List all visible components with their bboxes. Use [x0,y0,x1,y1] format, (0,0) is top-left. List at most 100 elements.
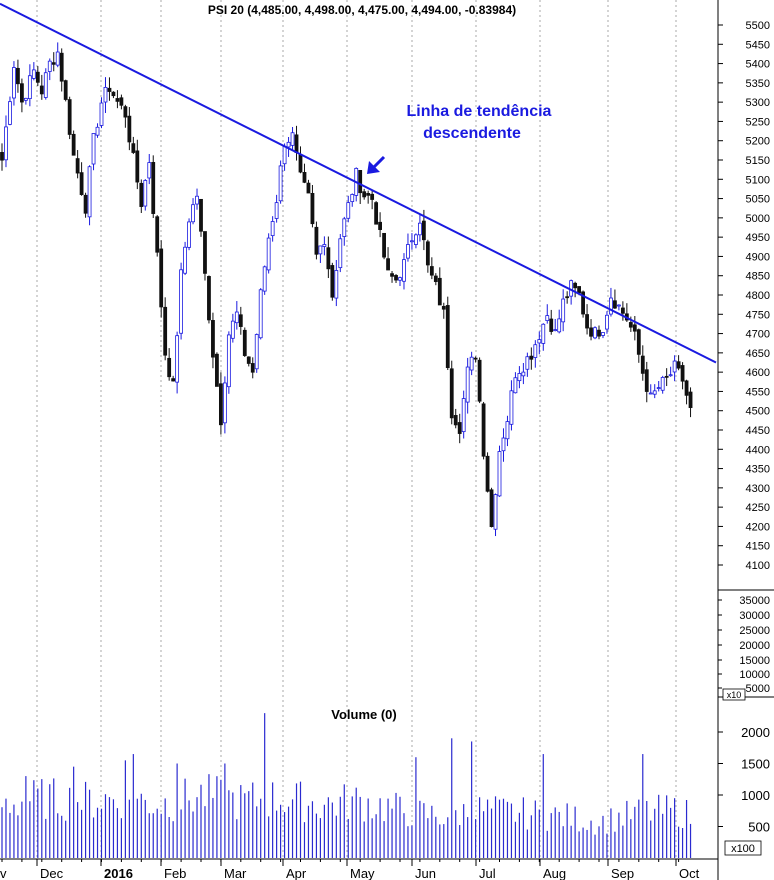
candle-body [449,368,454,419]
candle-body [234,311,239,324]
candle-body [167,357,172,378]
candle-body [274,202,279,219]
volume-bars [1,713,692,858]
candle-body [437,277,442,306]
annotation-line-1: Linha de tendência [407,103,552,120]
month-label: Jul [479,866,496,880]
candle-body [39,85,44,95]
candle-body [207,276,211,321]
candle-body [31,69,36,79]
candle-body [656,387,661,389]
candle-body [445,305,450,369]
volume-tick-label: 1000 [741,788,770,803]
candle-body [414,234,418,245]
price-tick-label: 4500 [746,406,770,418]
candle-body [565,296,570,299]
candle-body [103,86,108,103]
price-tick-label: 5450 [746,39,770,51]
candle-body [83,194,88,214]
candle-body [469,356,474,371]
candle-body [159,248,164,308]
candle-body [187,221,191,248]
candle-body [115,98,120,102]
candle-body [95,126,100,136]
candle-body [330,265,335,298]
candle-body [250,363,255,373]
candle-body [254,334,259,370]
candle-body [310,192,315,225]
arrow-head [367,161,380,174]
candle-body [350,194,355,203]
candle-body [211,320,215,358]
candle-body [684,380,689,396]
candle-body [370,193,375,200]
candle-body [628,322,633,328]
price-tick-label: 4650 [746,348,770,360]
price-tick-label: 4150 [746,541,770,553]
price-tick-label: 5200 [746,136,770,148]
price-tick-label: 5300 [746,97,770,109]
candle-body [688,391,693,408]
candle-body [59,52,64,82]
candle-body [226,334,231,388]
candle-body [513,377,518,394]
price-tick-label: 5100 [746,174,770,186]
candle-body [318,245,323,255]
candle-body [358,170,363,194]
price-tick-label: 5050 [746,194,770,206]
candle-body [613,300,617,309]
secondary-tick-label: 35000 [739,595,770,607]
candle-body [87,166,92,218]
candle-body [47,60,52,72]
price-tick-label: 5000 [746,213,770,225]
candle-body [91,133,96,165]
price-tick-label: 4900 [746,251,770,263]
candle-body [334,270,339,299]
right-axis: 5500 5450 5400 5350 5300 5250 5200 5150 5100 5050… [717,0,774,880]
month-label: v [0,866,7,880]
candle-body [557,318,562,333]
candle-body [175,335,180,383]
candle-body [19,83,24,103]
candle-body [505,421,510,440]
candle-body [497,451,502,497]
candle-body [501,437,506,452]
candle-body [0,152,4,161]
candle-body [278,165,283,202]
candle-body [4,126,8,161]
secondary-tick-label: 15000 [739,655,770,667]
chart-title: PSI 20 (4,485.00, 4,498.00, 4,475.00, 4,… [208,3,516,17]
candle-body [270,221,275,237]
candle-body [541,323,546,344]
candle-body [417,222,422,236]
price-tick-label: 5400 [746,59,770,71]
candle-body [218,383,223,426]
price-tick-label: 4550 [746,386,770,398]
candle-body [55,51,60,66]
candle-body [282,145,287,165]
candle-body [632,324,637,332]
candle-body [155,216,160,253]
annotation-line-2: descendente [423,125,521,142]
secondary-tick-label: 5000 [746,683,770,695]
candle-body [131,143,136,153]
candle-body [366,193,371,196]
candle-body [593,327,597,339]
candle-body [549,318,554,332]
candle-body [8,101,12,125]
candle-body [473,357,478,360]
candle-body [294,134,299,153]
candle-body [386,258,390,271]
price-tick-label: 4950 [746,232,770,244]
price-tick-label: 5500 [746,20,770,32]
candle-body [43,72,48,98]
month-label: Aug [543,866,566,880]
candle-body [286,141,291,148]
candle-body [425,241,430,266]
candle-body [67,99,72,135]
candle-body [374,202,379,225]
candle-body [75,158,80,174]
price-tick-label: 5150 [746,155,770,167]
candle-body [489,489,494,528]
candle-body [302,172,307,183]
